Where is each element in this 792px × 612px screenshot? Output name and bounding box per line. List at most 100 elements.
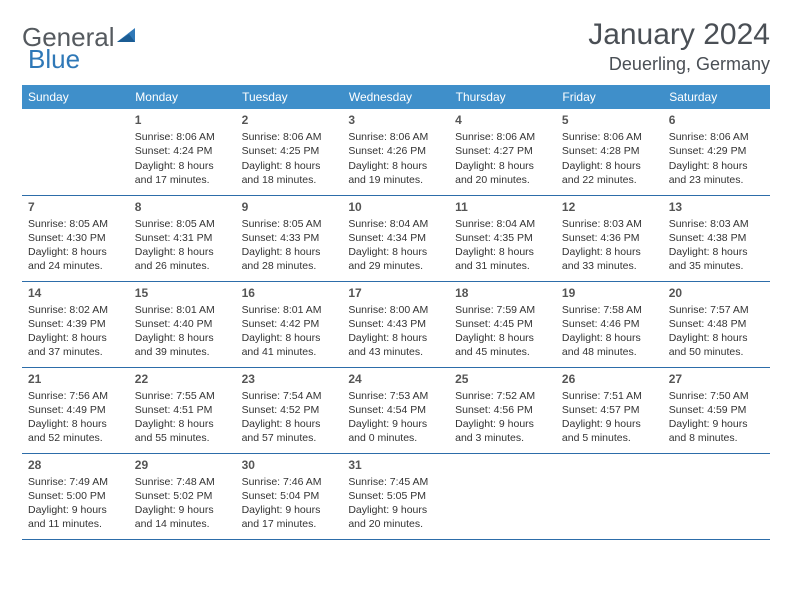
sunrise-text: Sunrise: 8:06 AM	[669, 130, 764, 144]
logo-blue-text: Blue	[28, 44, 80, 74]
sunset-text: Sunset: 4:59 PM	[669, 403, 764, 417]
day-header: Monday	[129, 85, 236, 109]
day-number: 30	[242, 457, 337, 473]
day-cell	[22, 109, 129, 195]
day-header: Sunday	[22, 85, 129, 109]
sunset-text: Sunset: 4:33 PM	[242, 231, 337, 245]
day-header: Saturday	[663, 85, 770, 109]
sunrise-text: Sunrise: 8:06 AM	[348, 130, 443, 144]
day-number: 28	[28, 457, 123, 473]
daylight-text: Daylight: 8 hours and 55 minutes.	[135, 417, 230, 445]
sunset-text: Sunset: 4:43 PM	[348, 317, 443, 331]
week-row: 7Sunrise: 8:05 AMSunset: 4:30 PMDaylight…	[22, 195, 770, 281]
sunrise-text: Sunrise: 7:56 AM	[28, 389, 123, 403]
day-number: 7	[28, 199, 123, 215]
day-number: 8	[135, 199, 230, 215]
day-cell: 9Sunrise: 8:05 AMSunset: 4:33 PMDaylight…	[236, 195, 343, 281]
day-cell: 22 Sunrise: 7:55 AMSunset: 4:51 PMDayligh…	[129, 367, 236, 453]
day-number: 27	[669, 371, 764, 387]
day-cell: 8 Sunrise: 8:05 AMSunset: 4:31 PMDaylight…	[129, 195, 236, 281]
sunset-text: Sunset: 5:02 PM	[135, 489, 230, 503]
day-number: 2	[242, 112, 337, 128]
day-cell: 25Sunrise: 7:52 AMSunset: 4:56 PMDayligh…	[449, 367, 556, 453]
sunset-text: Sunset: 4:46 PM	[562, 317, 657, 331]
day-number: 6	[669, 112, 764, 128]
sunrise-text: Sunrise: 8:05 AM	[242, 217, 337, 231]
daylight-text: Daylight: 8 hours and 41 minutes.	[242, 331, 337, 359]
sunset-text: Sunset: 4:36 PM	[562, 231, 657, 245]
calendar-body: 1Sunrise: 8:06 AMSunset: 4:24 PMDaylight…	[22, 109, 770, 539]
logo-blue-row: Blue	[28, 44, 80, 75]
daylight-text: Daylight: 8 hours and 50 minutes.	[669, 331, 764, 359]
sunset-text: Sunset: 4:39 PM	[28, 317, 123, 331]
day-cell: 13Sunrise: 8:03 AMSunset: 4:38 PMDayligh…	[663, 195, 770, 281]
sunset-text: Sunset: 4:42 PM	[242, 317, 337, 331]
day-number: 10	[348, 199, 443, 215]
week-row: 14Sunrise: 8:02 AMSunset: 4:39 PMDayligh…	[22, 281, 770, 367]
sunrise-text: Sunrise: 7:55 AM	[135, 389, 230, 403]
day-cell: 4Sunrise: 8:06 AMSunset: 4:27 PMDaylight…	[449, 109, 556, 195]
daylight-text: Daylight: 8 hours and 24 minutes.	[28, 245, 123, 273]
sunrise-text: Sunrise: 8:05 AM	[28, 217, 123, 231]
sunset-text: Sunset: 4:57 PM	[562, 403, 657, 417]
day-cell: 23Sunrise: 7:54 AMSunset: 4:52 PMDayligh…	[236, 367, 343, 453]
day-number: 5	[562, 112, 657, 128]
page-header: General January 2024 Deuerling, Germany	[22, 18, 770, 75]
daylight-text: Daylight: 9 hours and 14 minutes.	[135, 503, 230, 531]
sunset-text: Sunset: 4:34 PM	[348, 231, 443, 245]
sunrise-text: Sunrise: 7:58 AM	[562, 303, 657, 317]
daylight-text: Daylight: 8 hours and 48 minutes.	[562, 331, 657, 359]
day-number: 12	[562, 199, 657, 215]
day-number: 24	[348, 371, 443, 387]
day-number: 21	[28, 371, 123, 387]
day-header: Wednesday	[342, 85, 449, 109]
sunrise-text: Sunrise: 8:05 AM	[135, 217, 230, 231]
day-header: Thursday	[449, 85, 556, 109]
sunset-text: Sunset: 4:26 PM	[348, 144, 443, 158]
sunrise-text: Sunrise: 8:06 AM	[455, 130, 550, 144]
daylight-text: Daylight: 8 hours and 26 minutes.	[135, 245, 230, 273]
daylight-text: Daylight: 8 hours and 29 minutes.	[348, 245, 443, 273]
sunrise-text: Sunrise: 8:06 AM	[242, 130, 337, 144]
sunset-text: Sunset: 4:35 PM	[455, 231, 550, 245]
day-number: 22	[135, 371, 230, 387]
day-number: 1	[135, 112, 230, 128]
daylight-text: Daylight: 8 hours and 18 minutes.	[242, 159, 337, 187]
sunset-text: Sunset: 4:49 PM	[28, 403, 123, 417]
sunset-text: Sunset: 4:45 PM	[455, 317, 550, 331]
day-number: 13	[669, 199, 764, 215]
sunrise-text: Sunrise: 7:54 AM	[242, 389, 337, 403]
day-cell: 11Sunrise: 8:04 AMSunset: 4:35 PMDayligh…	[449, 195, 556, 281]
daylight-text: Daylight: 8 hours and 45 minutes.	[455, 331, 550, 359]
sunrise-text: Sunrise: 8:06 AM	[135, 130, 230, 144]
daylight-text: Daylight: 9 hours and 20 minutes.	[348, 503, 443, 531]
daylight-text: Daylight: 8 hours and 19 minutes.	[348, 159, 443, 187]
sunset-text: Sunset: 5:00 PM	[28, 489, 123, 503]
day-header: Friday	[556, 85, 663, 109]
day-number: 19	[562, 285, 657, 301]
sunset-text: Sunset: 5:04 PM	[242, 489, 337, 503]
sunset-text: Sunset: 4:52 PM	[242, 403, 337, 417]
month-title: January 2024	[588, 18, 770, 52]
day-number: 17	[348, 285, 443, 301]
day-cell	[556, 453, 663, 539]
sunset-text: Sunset: 4:24 PM	[135, 144, 230, 158]
day-header-row: Sunday Monday Tuesday Wednesday Thursday…	[22, 85, 770, 109]
sunset-text: Sunset: 4:51 PM	[135, 403, 230, 417]
day-cell: 10Sunrise: 8:04 AMSunset: 4:34 PMDayligh…	[342, 195, 449, 281]
sunset-text: Sunset: 4:31 PM	[135, 231, 230, 245]
day-cell	[663, 453, 770, 539]
day-number: 26	[562, 371, 657, 387]
sunrise-text: Sunrise: 8:03 AM	[669, 217, 764, 231]
day-cell: 24Sunrise: 7:53 AMSunset: 4:54 PMDayligh…	[342, 367, 449, 453]
day-number: 16	[242, 285, 337, 301]
sunrise-text: Sunrise: 7:59 AM	[455, 303, 550, 317]
day-number: 29	[135, 457, 230, 473]
day-number: 3	[348, 112, 443, 128]
daylight-text: Daylight: 8 hours and 20 minutes.	[455, 159, 550, 187]
day-cell: 17Sunrise: 8:00 AMSunset: 4:43 PMDayligh…	[342, 281, 449, 367]
day-cell: 2Sunrise: 8:06 AMSunset: 4:25 PMDaylight…	[236, 109, 343, 195]
sunset-text: Sunset: 4:29 PM	[669, 144, 764, 158]
day-cell	[449, 453, 556, 539]
day-number: 11	[455, 199, 550, 215]
